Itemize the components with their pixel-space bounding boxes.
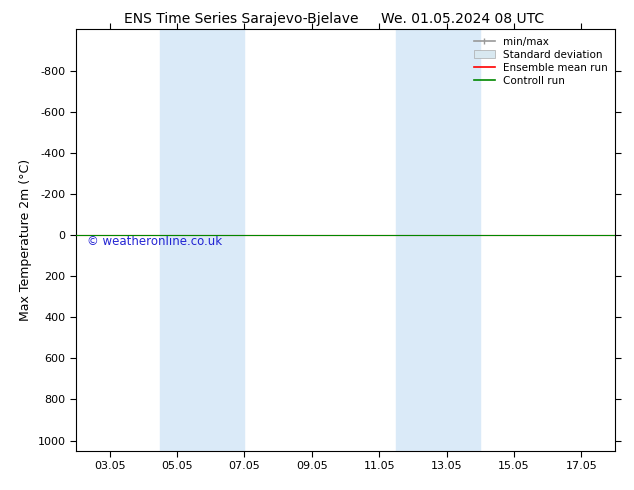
Text: We. 01.05.2024 08 UTC: We. 01.05.2024 08 UTC <box>381 12 545 26</box>
Y-axis label: Max Temperature 2m (°C): Max Temperature 2m (°C) <box>19 159 32 321</box>
Legend: min/max, Standard deviation, Ensemble mean run, Controll run: min/max, Standard deviation, Ensemble me… <box>470 32 612 90</box>
Text: © weatheronline.co.uk: © weatheronline.co.uk <box>87 235 222 248</box>
Bar <box>160 29 245 451</box>
Text: ENS Time Series Sarajevo-Bjelave: ENS Time Series Sarajevo-Bjelave <box>124 12 358 26</box>
Bar <box>396 29 481 451</box>
